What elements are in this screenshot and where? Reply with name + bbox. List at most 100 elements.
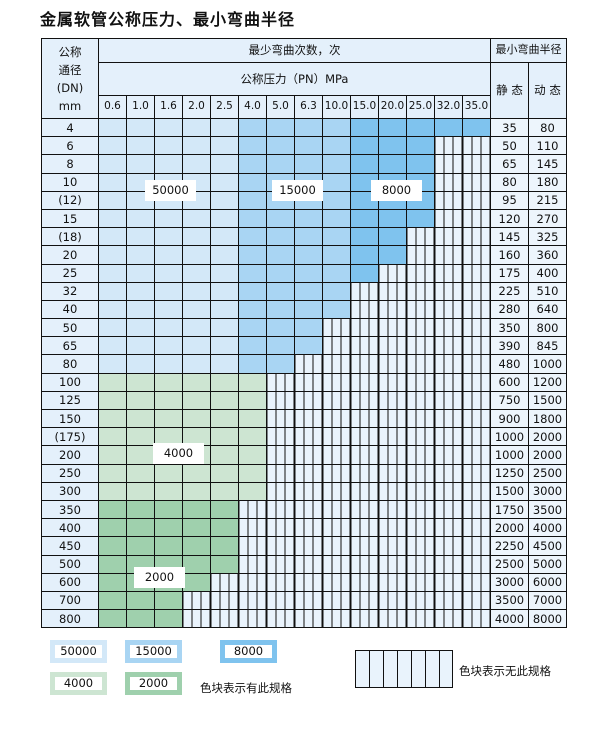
spec-cell-unavailable	[238, 536, 267, 556]
spec-cell-available	[182, 336, 211, 356]
spec-cell-available	[126, 208, 155, 229]
spec-cell-available	[126, 281, 155, 301]
spec-cell-available	[294, 227, 323, 247]
dn-cell: (175)	[41, 427, 99, 447]
static-radius: 390	[490, 336, 529, 356]
pressure-1.6: 1.6	[154, 95, 183, 119]
spec-cell-unavailable	[434, 427, 463, 447]
spec-cell-unavailable	[378, 390, 407, 411]
table-row: 40 280 640	[41, 299, 567, 320]
spec-cell-available	[350, 208, 379, 229]
spec-cell-available	[182, 408, 211, 429]
spec-cell-unavailable	[182, 590, 211, 611]
spec-cell-available	[294, 299, 323, 320]
spec-cell-unavailable	[378, 318, 407, 338]
spec-cell-available	[322, 299, 351, 320]
spec-cell-unavailable	[406, 372, 435, 392]
spec-cell-available	[238, 154, 267, 174]
dynamic-radius: 640	[528, 299, 567, 320]
spec-cell-unavailable	[462, 208, 491, 229]
spec-cell-unavailable	[406, 554, 435, 574]
dynamic-radius: 1200	[528, 372, 567, 392]
spec-cell-unavailable	[294, 536, 323, 556]
static-radius: 2000	[490, 518, 529, 538]
static-radius: 175	[490, 263, 529, 283]
spec-cell-available	[238, 318, 267, 338]
spec-cell-unavailable	[350, 554, 379, 574]
spec-cell-unavailable	[462, 172, 491, 192]
dn-cell: 20	[41, 245, 99, 265]
legend-8000: 8000	[220, 640, 277, 663]
spec-cell-unavailable	[294, 481, 323, 501]
spec-cell-available	[126, 463, 155, 483]
spec-cell-available	[98, 536, 127, 556]
label-2000: 2000	[134, 567, 185, 588]
dynamic-radius: 5000	[528, 554, 567, 574]
dn-cell: (18)	[41, 227, 99, 247]
dynamic-radius: 510	[528, 281, 567, 301]
table-row: 6 50 110	[41, 136, 567, 156]
spec-cell-unavailable	[406, 536, 435, 556]
spec-cell-available	[98, 281, 127, 301]
spec-cell-unavailable	[462, 499, 491, 520]
spec-cell-unavailable	[322, 463, 351, 483]
dn-cell: 350	[41, 499, 99, 520]
spec-cell-available	[294, 136, 323, 156]
spec-cell-unavailable	[378, 572, 407, 592]
dn-cell: 15	[41, 208, 99, 229]
pressure-20.0: 20.0	[378, 95, 407, 119]
spec-cell-unavailable	[434, 481, 463, 501]
spec-cell-unavailable	[378, 499, 407, 520]
table-row: 200 1000 2000	[41, 445, 567, 465]
spec-cell-unavailable	[266, 518, 295, 538]
spec-cell-unavailable	[462, 372, 491, 392]
legend-50000: 50000	[50, 640, 107, 663]
spec-cell-available	[98, 463, 127, 483]
spec-cell-unavailable	[462, 445, 491, 465]
dynamic-radius: 4000	[528, 518, 567, 538]
spec-cell-available	[238, 281, 267, 301]
spec-cell-available	[266, 208, 295, 229]
spec-cell-available	[210, 245, 239, 265]
spec-cell-unavailable	[378, 445, 407, 465]
dynamic-radius: 845	[528, 336, 567, 356]
dn-cell: 600	[41, 572, 99, 592]
spec-cell-available	[154, 336, 183, 356]
spec-cell-available	[182, 390, 211, 411]
spec-cell-unavailable	[434, 499, 463, 520]
spec-cell-available	[154, 536, 183, 556]
dn-cell: 4	[41, 117, 99, 138]
spec-cell-unavailable	[294, 354, 323, 374]
dn-cell: 32	[41, 281, 99, 301]
spec-cell-unavailable	[294, 445, 323, 465]
dn-header-line: (DN)	[56, 80, 84, 95]
spec-cell-available	[182, 227, 211, 247]
spec-cell-unavailable	[322, 336, 351, 356]
spec-cell-unavailable	[294, 518, 323, 538]
spec-cell-unavailable	[406, 318, 435, 338]
dynamic-radius: 325	[528, 227, 567, 247]
spec-cell-unavailable	[434, 263, 463, 283]
spec-cell-unavailable	[322, 408, 351, 429]
spec-cell-unavailable	[462, 354, 491, 374]
table-row: 4 35 80	[41, 117, 567, 138]
spec-cell-unavailable	[406, 590, 435, 611]
spec-cell-unavailable	[350, 445, 379, 465]
dn-cell: 800	[41, 609, 99, 629]
spec-cell-unavailable	[322, 572, 351, 592]
static-radius: 480	[490, 354, 529, 374]
spec-cell-unavailable	[434, 390, 463, 411]
static-radius: 80	[490, 172, 529, 192]
spec-cell-unavailable	[210, 609, 239, 629]
spec-cell-unavailable	[378, 408, 407, 429]
spec-cell-available	[322, 263, 351, 283]
spec-cell-unavailable	[378, 354, 407, 374]
spec-cell-unavailable	[266, 408, 295, 429]
dn-cell: 150	[41, 408, 99, 429]
spec-cell-unavailable	[434, 536, 463, 556]
pressure-1.0: 1.0	[126, 95, 155, 119]
spec-cell-unavailable	[462, 245, 491, 265]
spec-cell-available	[266, 136, 295, 156]
spec-cell-available	[98, 481, 127, 501]
spec-cell-unavailable	[462, 390, 491, 411]
